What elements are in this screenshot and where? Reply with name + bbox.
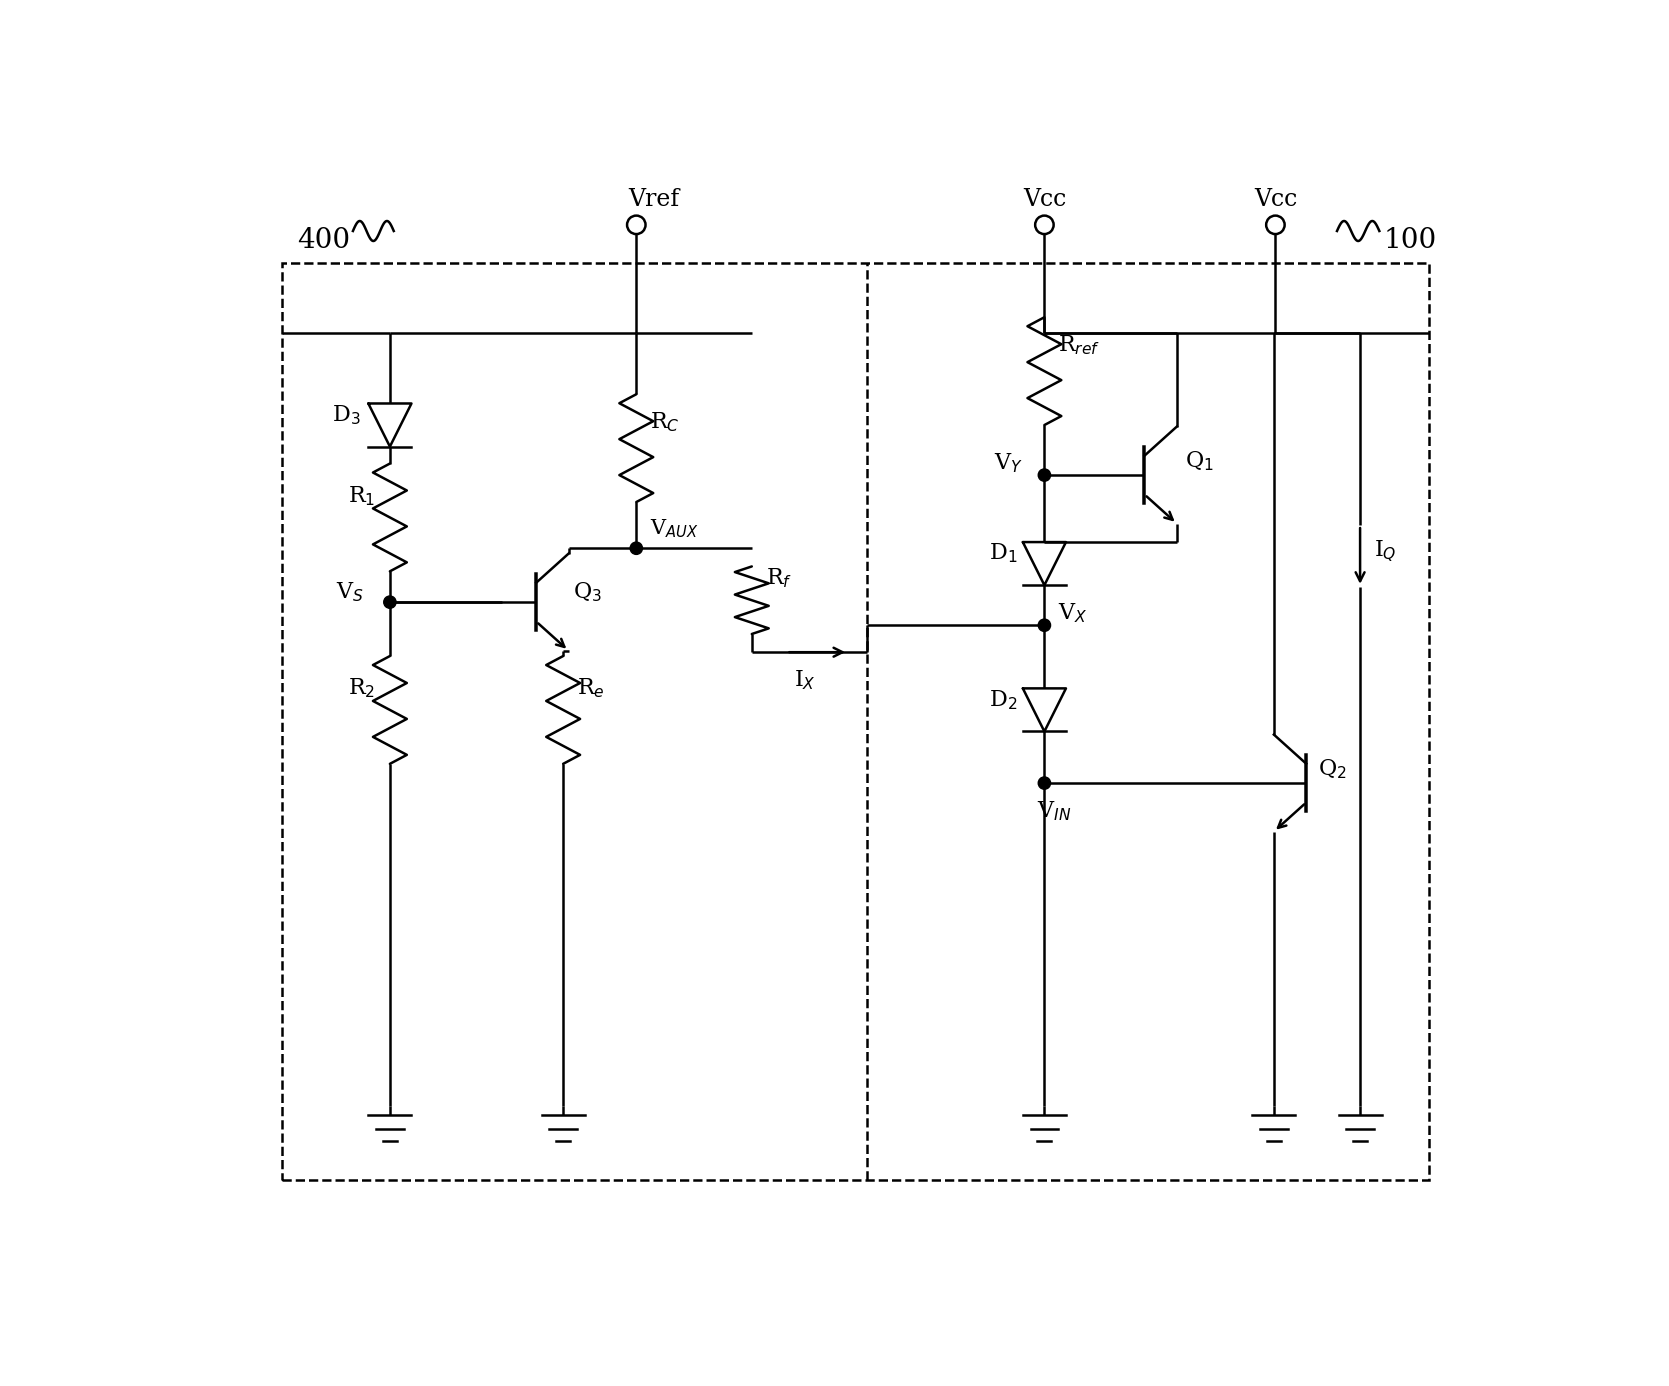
Text: D$_1$: D$_1$ — [990, 542, 1018, 565]
Circle shape — [1038, 778, 1050, 789]
Text: R$_C$: R$_C$ — [651, 410, 679, 434]
Text: Vref: Vref — [629, 187, 679, 211]
Text: I$_X$: I$_X$ — [794, 669, 816, 693]
Text: R$_2$: R$_2$ — [347, 676, 376, 700]
Circle shape — [631, 542, 643, 554]
Circle shape — [1038, 468, 1050, 481]
Text: Q$_2$: Q$_2$ — [1319, 757, 1347, 780]
Text: I$_Q$: I$_Q$ — [1374, 538, 1397, 564]
Text: R$_f$: R$_f$ — [766, 567, 793, 590]
Text: 100: 100 — [1384, 227, 1437, 254]
Text: V$_X$: V$_X$ — [1058, 602, 1088, 625]
Text: 400: 400 — [297, 227, 350, 254]
Text: Q$_1$: Q$_1$ — [1185, 449, 1213, 473]
Text: V$_S$: V$_S$ — [335, 581, 364, 604]
Text: V$_{IN}$: V$_{IN}$ — [1036, 800, 1071, 823]
Text: V$_Y$: V$_Y$ — [995, 450, 1023, 474]
Text: D$_3$: D$_3$ — [332, 403, 361, 427]
Text: Vcc: Vcc — [1253, 187, 1297, 211]
Text: D$_2$: D$_2$ — [990, 687, 1018, 711]
Text: R$_{ref}$: R$_{ref}$ — [1058, 334, 1100, 358]
Text: Q$_3$: Q$_3$ — [572, 581, 603, 604]
Text: R$_e$: R$_e$ — [577, 676, 604, 700]
Text: R$_1$: R$_1$ — [347, 484, 376, 507]
Text: Vcc: Vcc — [1023, 187, 1066, 211]
Text: V$_{AUX}$: V$_{AUX}$ — [651, 517, 699, 541]
Circle shape — [1038, 620, 1050, 632]
Circle shape — [384, 596, 396, 608]
